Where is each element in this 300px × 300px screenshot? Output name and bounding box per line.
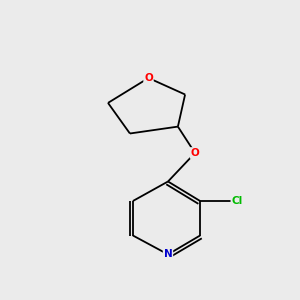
Text: O: O <box>190 148 200 158</box>
Text: O: O <box>144 73 153 83</box>
Text: Cl: Cl <box>231 196 243 206</box>
Text: N: N <box>164 249 172 260</box>
